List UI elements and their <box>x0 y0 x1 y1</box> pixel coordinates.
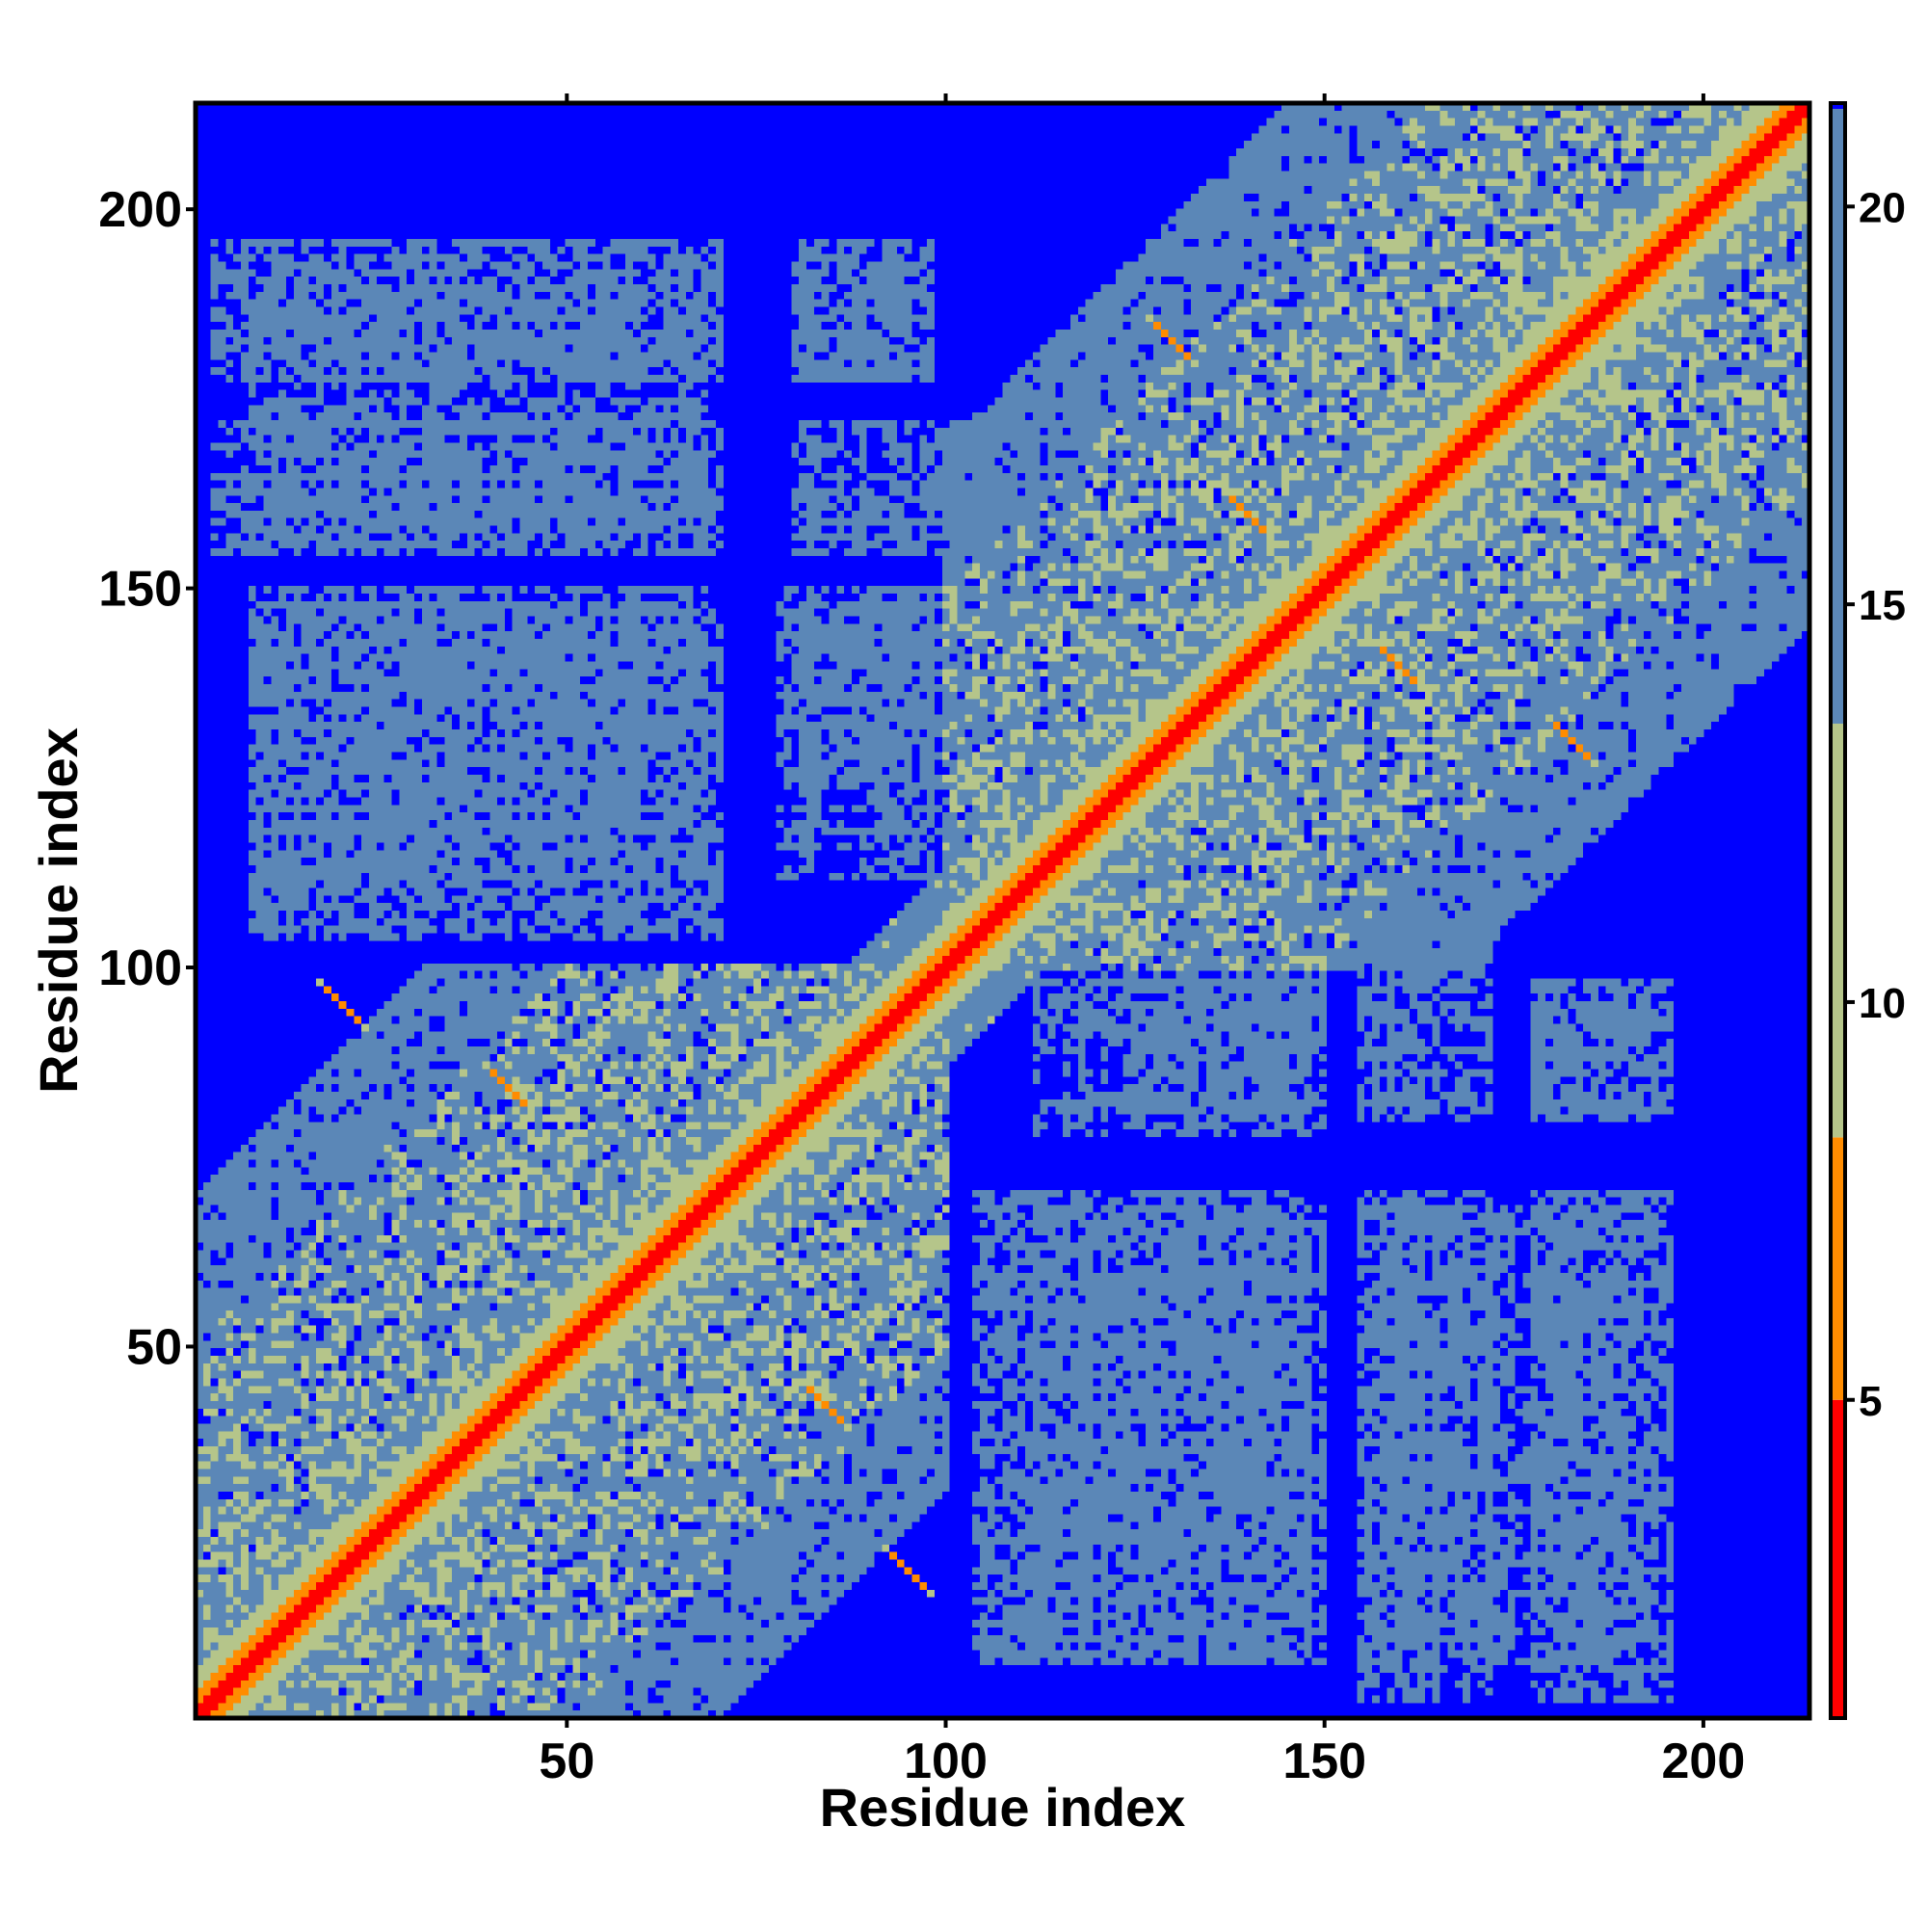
y-tick-label: 150 <box>98 562 182 618</box>
colorbar-segment <box>1831 1137 1845 1400</box>
colorbar: 5 10 15 20 <box>1829 101 1906 1720</box>
colorbar-tick-label: 5 <box>1859 1378 1882 1425</box>
colorbar-segment <box>1831 723 1845 1138</box>
y-axis-label: Residue index <box>28 728 89 1094</box>
plot-frame <box>193 100 1812 1721</box>
colorbar-segment <box>1831 1399 1845 1718</box>
x-axis-label: Residue index <box>820 1777 1186 1838</box>
colorbar-tick-label: 10 <box>1859 980 1906 1027</box>
heatmap-cells <box>196 103 1809 1718</box>
x-tick-label: 150 <box>1282 1734 1366 1789</box>
y-axis: 50 100 150 200 <box>98 182 196 1375</box>
colorbar-cap <box>1831 103 1845 109</box>
x-tick-label: 100 <box>904 1734 988 1789</box>
y-tick-label: 100 <box>98 940 182 996</box>
x-axis: 50 100 150 200 <box>539 1718 1745 1789</box>
x-tick-label: 200 <box>1662 1734 1746 1789</box>
colorbar-tick-label: 15 <box>1859 582 1906 629</box>
colorbar-frame <box>1829 101 1847 1720</box>
top-axis <box>565 93 1705 103</box>
colorbar-segment <box>1831 103 1845 724</box>
colorbar-tick-label: 20 <box>1859 184 1906 231</box>
x-tick-label: 50 <box>539 1734 594 1789</box>
y-tick-label: 200 <box>98 182 182 238</box>
y-tick-label: 50 <box>126 1319 182 1375</box>
